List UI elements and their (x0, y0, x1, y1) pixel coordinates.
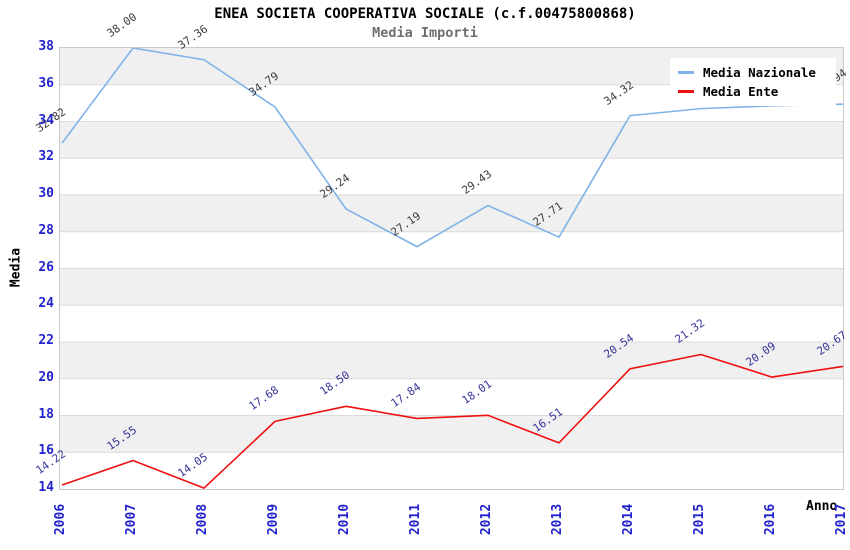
legend-label-media-nazionale: Media Nazionale (703, 65, 816, 80)
x-axis-tick-label-2006: 2006 (53, 503, 69, 535)
legend-swatch-media-ente-icon (678, 90, 694, 93)
legend-label-media-ente: Media Ente (703, 84, 779, 99)
x-axis-tick-label-2009: 2009 (266, 503, 282, 535)
x-axis-tick-label-2011: 2011 (408, 503, 424, 535)
legend-item-media-nazionale: Media Nazionale (678, 63, 828, 82)
y-axis-tick-label: 20 (38, 369, 54, 385)
y-axis-tick-label: 28 (38, 222, 54, 238)
legend-item-media-ente: Media Ente (678, 82, 828, 101)
x-axis-tick-label-2017: 2017 (834, 503, 850, 535)
y-axis-tick-label: 30 (38, 186, 54, 201)
plot-canvas (60, 48, 843, 489)
chart-subtitle: Media Importi (372, 25, 478, 41)
x-axis-tick-label-2013: 2013 (550, 503, 566, 535)
y-axis-tick-label: 36 (38, 75, 54, 91)
stripe-band (60, 268, 843, 306)
y-axis-tick-label: 26 (38, 259, 54, 275)
series-line-media-ente (61, 353, 843, 489)
x-axis-tick-label-2008: 2008 (195, 503, 211, 535)
stripe-band (60, 342, 843, 379)
stripe-band (60, 195, 843, 232)
y-axis-tick-label: 18 (38, 406, 54, 422)
series-line-media-nazionale (61, 48, 843, 248)
y-axis-tick-label: 38 (38, 39, 54, 54)
legend: Media Nazionale Media Ente (670, 58, 836, 106)
x-axis-title: Anno (806, 499, 838, 514)
y-axis-tick-label: 24 (38, 296, 54, 312)
x-axis-tick-label-2016: 2016 (763, 503, 779, 535)
y-axis-tick-label: 16 (38, 443, 54, 459)
legend-swatch-media-nazionale-icon (678, 71, 694, 74)
y-axis-tick-label: 32 (38, 149, 54, 165)
x-axis-tick-label-2007: 2007 (124, 503, 140, 535)
y-axis-tick-label: 22 (38, 333, 54, 348)
x-axis-tick-label-2014: 2014 (621, 503, 637, 535)
plot-area: 32.82 38.00 37.36 34.79 29.24 27.19 29.43 27.71… (34, 10, 849, 490)
x-axis-tick-label-2012: 2012 (479, 503, 495, 535)
stripe-band (60, 121, 843, 159)
x-axis-tick-label-2015: 2015 (692, 503, 708, 535)
stripe-band (60, 415, 843, 453)
y-axis-tick-label: 14 (38, 480, 54, 495)
y-axis-tick-label: 34 (38, 112, 54, 128)
x-axis-tick-label-2010: 2010 (337, 503, 353, 535)
chart-title: ENEA SOCIETA COOPERATIVA SOCIALE (c.f.00… (214, 6, 636, 22)
